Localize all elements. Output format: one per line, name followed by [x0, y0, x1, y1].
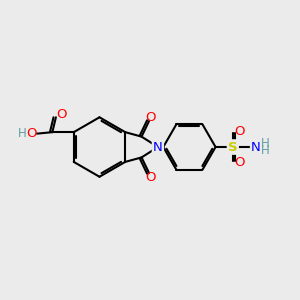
Text: S: S — [228, 140, 238, 154]
Text: O: O — [234, 125, 244, 138]
Text: H: H — [260, 144, 269, 157]
Text: O: O — [56, 108, 67, 121]
Text: N: N — [153, 140, 163, 154]
Text: O: O — [26, 127, 37, 140]
Text: N: N — [250, 140, 260, 154]
Text: H: H — [18, 127, 26, 140]
Text: H: H — [260, 137, 269, 150]
Text: O: O — [146, 110, 156, 124]
Text: O: O — [146, 170, 156, 184]
Text: O: O — [234, 156, 244, 169]
